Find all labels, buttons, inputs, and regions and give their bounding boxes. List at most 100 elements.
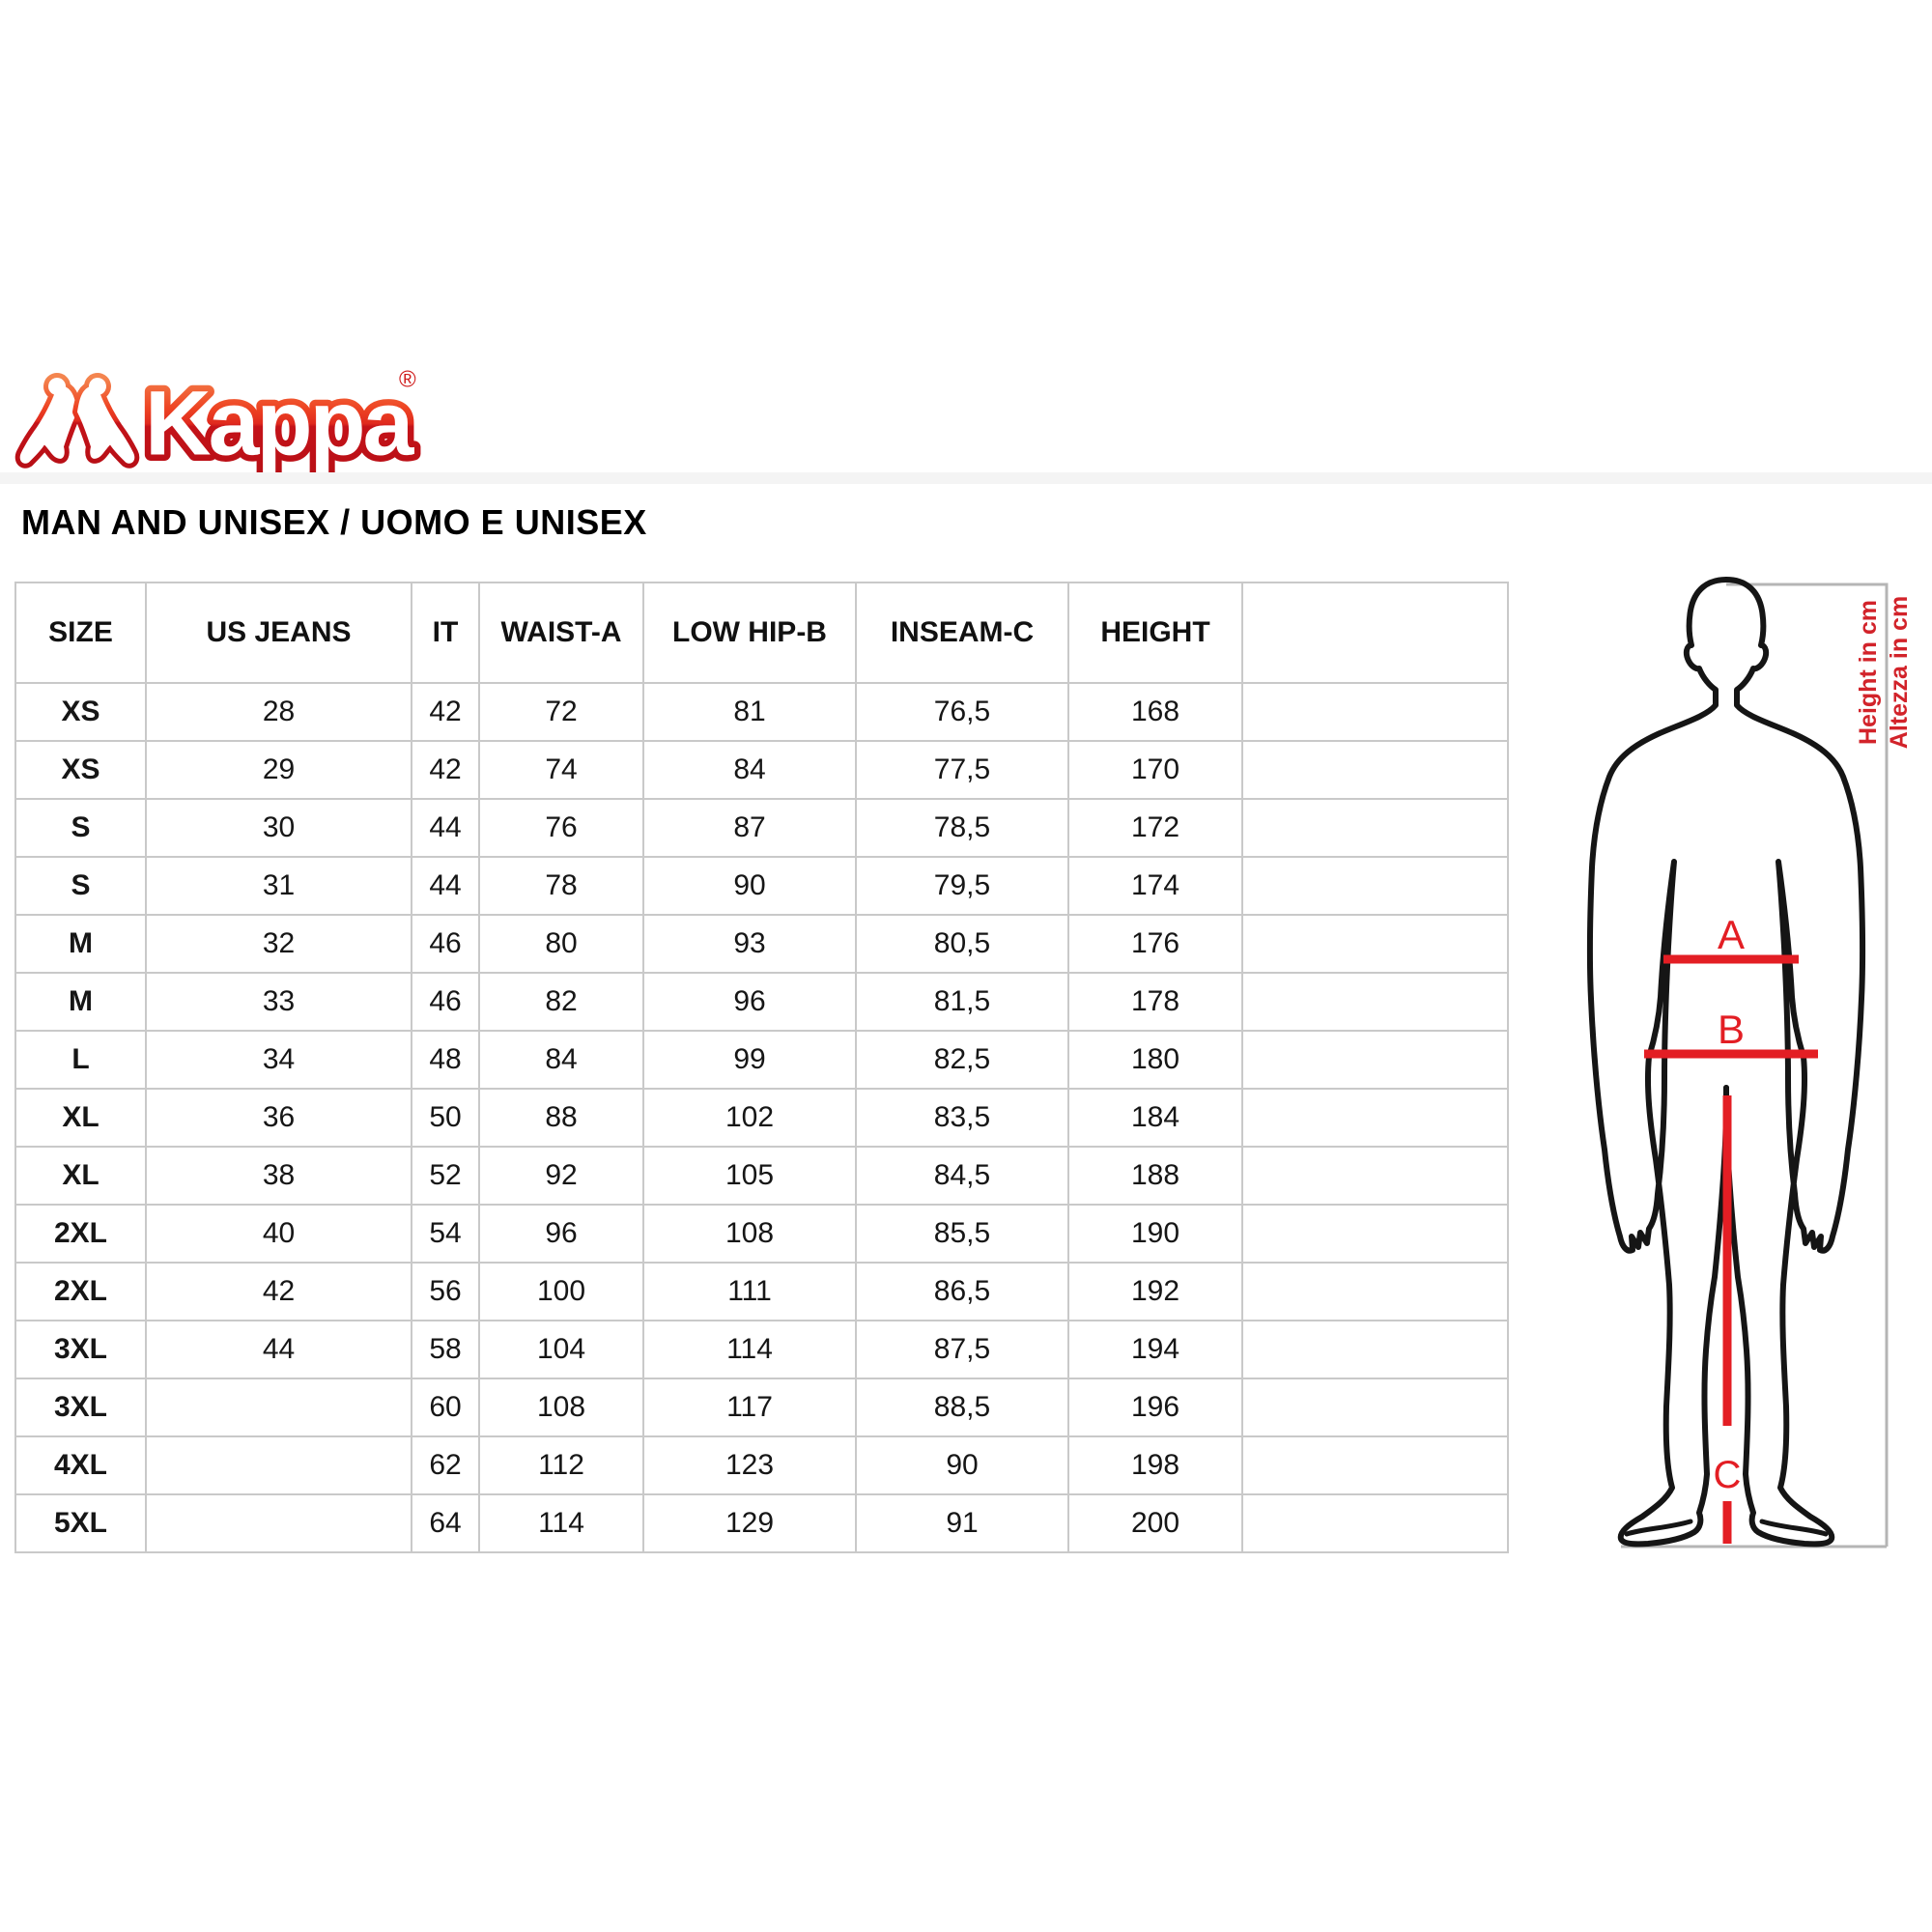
size-row: XL 38 52 92 105 84,5 188 bbox=[14, 1146, 1509, 1206]
size-cell: XL bbox=[14, 1088, 147, 1148]
size-row: 5XL 64 114 129 91 200 bbox=[14, 1493, 1509, 1553]
size-row: M 32 46 80 93 80,5 176 bbox=[14, 914, 1509, 974]
value-cell: 38 bbox=[145, 1146, 412, 1206]
value-cell: 64 bbox=[411, 1493, 480, 1553]
size-cell: 5XL bbox=[14, 1493, 147, 1553]
column-header: WAIST-A bbox=[478, 582, 644, 684]
value-cell: 29 bbox=[145, 740, 412, 800]
empty-cell bbox=[1241, 1435, 1509, 1495]
size-cell: 2XL bbox=[14, 1204, 147, 1264]
page-title: MAN AND UNISEX / UOMO E UNISEX bbox=[21, 502, 647, 542]
size-row: 4XL 62 112 123 90 198 bbox=[14, 1435, 1509, 1495]
value-cell: 74 bbox=[478, 740, 644, 800]
size-cell: XS bbox=[14, 682, 147, 742]
value-cell: 99 bbox=[642, 1030, 857, 1090]
value-cell: 40 bbox=[145, 1204, 412, 1264]
value-cell: 46 bbox=[411, 972, 480, 1032]
empty-cell bbox=[1241, 856, 1509, 916]
value-cell: 184 bbox=[1067, 1088, 1243, 1148]
empty-cell bbox=[1241, 798, 1509, 858]
header-row: SIZE US JEANS IT WAIST-A LOW HIP-B INSEAM-C HE… bbox=[14, 582, 1509, 684]
value-cell: 108 bbox=[478, 1378, 644, 1437]
value-cell: 81,5 bbox=[855, 972, 1069, 1032]
value-cell: 172 bbox=[1067, 798, 1243, 858]
value-cell bbox=[145, 1435, 412, 1495]
value-cell: 42 bbox=[411, 740, 480, 800]
value-cell: 105 bbox=[642, 1146, 857, 1206]
size-cell: S bbox=[14, 798, 147, 858]
value-cell bbox=[145, 1493, 412, 1553]
empty-cell bbox=[1241, 1030, 1509, 1090]
value-cell: 42 bbox=[411, 682, 480, 742]
value-cell: 48 bbox=[411, 1030, 480, 1090]
value-cell: 81 bbox=[642, 682, 857, 742]
size-row: S 31 44 78 90 79,5 174 bbox=[14, 856, 1509, 916]
column-header: US JEANS bbox=[145, 582, 412, 684]
value-cell: 50 bbox=[411, 1088, 480, 1148]
value-cell: 85,5 bbox=[855, 1204, 1069, 1264]
value-cell: 82 bbox=[478, 972, 644, 1032]
value-cell: 83,5 bbox=[855, 1088, 1069, 1148]
value-cell: 84 bbox=[642, 740, 857, 800]
value-cell: 114 bbox=[478, 1493, 644, 1553]
column-header: HEIGHT bbox=[1067, 582, 1243, 684]
man-outline bbox=[1586, 577, 1862, 1544]
value-cell: 108 bbox=[642, 1204, 857, 1264]
value-cell: 87 bbox=[642, 798, 857, 858]
kappa-logo-text: Kappa bbox=[145, 373, 415, 475]
value-cell: 78,5 bbox=[855, 798, 1069, 858]
value-cell: 104 bbox=[478, 1320, 644, 1379]
size-cell: 3XL bbox=[14, 1378, 147, 1437]
value-cell: 174 bbox=[1067, 856, 1243, 916]
value-cell: 170 bbox=[1067, 740, 1243, 800]
size-cell: S bbox=[14, 856, 147, 916]
size-row: L 34 48 84 99 82,5 180 bbox=[14, 1030, 1509, 1090]
empty-cell bbox=[1241, 1493, 1509, 1553]
value-cell: 102 bbox=[642, 1088, 857, 1148]
value-cell: 86,5 bbox=[855, 1262, 1069, 1321]
value-cell: 96 bbox=[478, 1204, 644, 1264]
value-cell: 198 bbox=[1067, 1435, 1243, 1495]
value-cell: 100 bbox=[478, 1262, 644, 1321]
column-header: IT bbox=[411, 582, 480, 684]
height-bracket bbox=[1726, 582, 1889, 1547]
value-cell: 56 bbox=[411, 1262, 480, 1321]
value-cell: 200 bbox=[1067, 1493, 1243, 1553]
value-cell: 52 bbox=[411, 1146, 480, 1206]
value-cell: 168 bbox=[1067, 682, 1243, 742]
value-cell: 76,5 bbox=[855, 682, 1069, 742]
value-cell: 92 bbox=[478, 1146, 644, 1206]
size-row: XS 29 42 74 84 77,5 170 bbox=[14, 740, 1509, 800]
size-row: XL 36 50 88 102 83,5 184 bbox=[14, 1088, 1509, 1148]
empty-cell bbox=[1241, 1204, 1509, 1264]
value-cell: 76 bbox=[478, 798, 644, 858]
value-cell: 46 bbox=[411, 914, 480, 974]
column-header: SIZE bbox=[14, 582, 147, 684]
value-cell: 72 bbox=[478, 682, 644, 742]
waist-label-a: A bbox=[1718, 912, 1745, 957]
value-cell: 77,5 bbox=[855, 740, 1069, 800]
value-cell: 58 bbox=[411, 1320, 480, 1379]
value-cell: 196 bbox=[1067, 1378, 1243, 1437]
size-cell: 4XL bbox=[14, 1435, 147, 1495]
value-cell: 180 bbox=[1067, 1030, 1243, 1090]
empty-cell bbox=[1241, 1378, 1509, 1437]
value-cell: 62 bbox=[411, 1435, 480, 1495]
empty-cell bbox=[1241, 914, 1509, 974]
value-cell: 190 bbox=[1067, 1204, 1243, 1264]
empty-cell bbox=[1241, 1146, 1509, 1206]
value-cell: 112 bbox=[478, 1435, 644, 1495]
body-measurement-figure: A B C Height in cm Altezza in cm bbox=[1565, 558, 1924, 1571]
size-row: M 33 46 82 96 81,5 178 bbox=[14, 972, 1509, 1032]
value-cell: 44 bbox=[145, 1320, 412, 1379]
size-cell: 2XL bbox=[14, 1262, 147, 1321]
value-cell: 34 bbox=[145, 1030, 412, 1090]
value-cell: 80,5 bbox=[855, 914, 1069, 974]
value-cell: 96 bbox=[642, 972, 857, 1032]
value-cell: 87,5 bbox=[855, 1320, 1069, 1379]
size-cell: L bbox=[14, 1030, 147, 1090]
value-cell: 82,5 bbox=[855, 1030, 1069, 1090]
kappa-logo: Kappa ® bbox=[10, 355, 425, 481]
empty-cell bbox=[1241, 1320, 1509, 1379]
size-row: 2XL 40 54 96 108 85,5 190 bbox=[14, 1204, 1509, 1264]
